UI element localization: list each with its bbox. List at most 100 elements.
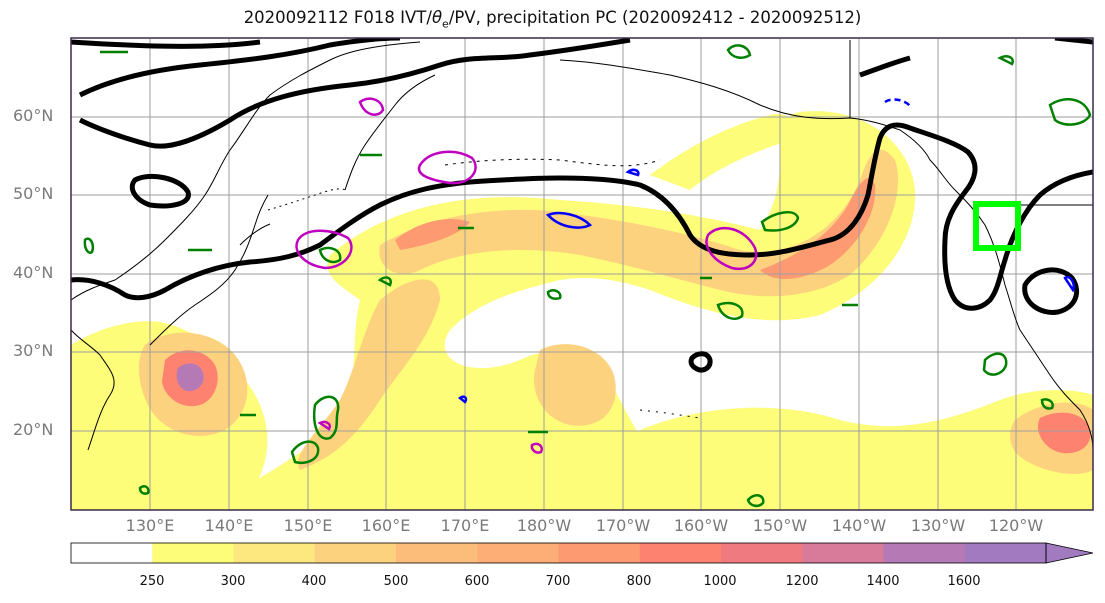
lon-label: 130°E — [125, 516, 175, 535]
lat-label: 50°N — [13, 184, 54, 203]
pv-blob-3 — [760, 210, 800, 232]
magenta-blob-1 — [295, 229, 353, 270]
colorbar-cell — [639, 543, 722, 563]
pv-contours — [83, 44, 1092, 508]
lon-label: 120°W — [988, 516, 1044, 535]
colorbar-cell — [314, 543, 397, 563]
blue-blob-5 — [457, 395, 468, 404]
colorbar-frame — [70, 542, 1047, 564]
colorbar-cell — [71, 543, 153, 563]
contour-north-loop — [71, 38, 631, 149]
colorbar-extend-arrow — [1045, 542, 1094, 564]
blue-blob-1 — [545, 211, 593, 229]
lon-label: 160°W — [673, 516, 729, 535]
pv-blob-15 — [318, 246, 342, 264]
lon-label: 150°W — [752, 516, 808, 535]
lat-label: 40°N — [13, 263, 54, 282]
figure-title: 2020092112 F018 IVT/θe/PV, precipitation… — [0, 8, 1105, 30]
lon-label: 140°W — [831, 516, 887, 535]
title-theta: θ — [431, 8, 443, 27]
pv-blob-8 — [1040, 398, 1054, 410]
coastlines — [71, 40, 1093, 451]
ivt-peak-east-hurricane — [1037, 412, 1091, 454]
ivt-core-main — [379, 149, 898, 297]
pv-blob-2 — [290, 440, 320, 465]
contour-small-loop-west — [129, 174, 191, 209]
magenta-blob-2 — [417, 150, 477, 185]
coast-japan — [149, 194, 271, 346]
colorbar-cells — [71, 543, 1047, 563]
colorbar-tick-label: 700 — [545, 574, 571, 589]
ivt-peak-kuroshio — [395, 219, 470, 250]
lat-label: 20°N — [13, 420, 54, 439]
coast-asia — [71, 41, 421, 451]
ivt-core-central — [534, 344, 616, 426]
contour-small-loop-mid — [688, 351, 713, 373]
lon-label: 160°E — [361, 516, 411, 535]
ivt-core-southern-arm — [298, 279, 440, 470]
coast-alaska — [559, 59, 956, 191]
colorbar-tick-label: 400 — [301, 574, 327, 589]
coast-north-america — [954, 189, 1093, 451]
pv-blob-5 — [1048, 98, 1092, 126]
title-prefix: 2020092112 F018 IVT/ — [243, 8, 432, 27]
colorbar-tick-label: 250 — [139, 574, 165, 589]
colorbar-cell — [152, 543, 234, 563]
colorbar-cell — [964, 543, 1047, 563]
colorbar-tick-label: 1200 — [785, 574, 819, 589]
pv-blob-1 — [313, 395, 340, 440]
title-suffix: /PV, precipitation PC (2020092412 - 2020… — [448, 8, 862, 27]
pv-blob-9 — [83, 237, 95, 254]
ivt-peak-typhoon-center — [176, 363, 204, 392]
theta-e-contours — [295, 97, 758, 454]
lat-label: 30°N — [13, 341, 54, 360]
lon-label: 170°E — [440, 516, 490, 535]
pv-blob-11 — [377, 276, 392, 287]
colorbar-cell — [558, 543, 641, 563]
pv-blob-13 — [138, 485, 150, 495]
target-region-box — [973, 201, 1021, 251]
colorbar-cell — [396, 543, 478, 563]
colorbar-cell — [802, 543, 884, 563]
graticule — [71, 38, 1093, 510]
colorbar-cell — [233, 543, 316, 563]
lat-label: 60°N — [13, 106, 54, 125]
ivt-band-alaska-upper — [650, 114, 794, 190]
map-frame — [70, 37, 1094, 511]
coast-kuril — [267, 188, 346, 211]
colorbar-tick-label: 600 — [464, 574, 490, 589]
blue-contours — [457, 98, 1075, 404]
lon-label: 140°E — [204, 516, 254, 535]
colorbar-tick-label: 1000 — [703, 574, 737, 589]
ivt-thick-contours — [71, 38, 1093, 373]
pv-blob-7 — [746, 494, 765, 508]
pv-blob-4 — [982, 352, 1008, 376]
pv-blob-6 — [716, 301, 744, 320]
lon-label: 150°E — [283, 516, 333, 535]
ivt-band-hawaii — [600, 390, 1093, 510]
blue-blob-3 — [625, 168, 640, 177]
colorbar-tick-label: 800 — [626, 574, 652, 589]
map-layers — [71, 38, 1093, 510]
coast-kamchatka — [344, 74, 436, 191]
coast-aleutians — [444, 158, 661, 167]
lon-label: 130°W — [910, 516, 966, 535]
pv-blob-14 — [997, 55, 1014, 66]
contour-small-loop-east — [1022, 267, 1079, 315]
magenta-blob-4 — [358, 97, 385, 116]
colorbar-cell — [883, 543, 966, 563]
magenta-blob-3 — [705, 226, 758, 271]
colorbar-cell — [477, 543, 559, 563]
colorbar-tick-label: 1600 — [947, 574, 981, 589]
lon-label: 180°W — [516, 516, 572, 535]
pv-dash-1 — [100, 50, 858, 434]
lon-label: 170°W — [595, 516, 651, 535]
blue-blob-4 — [1063, 275, 1075, 293]
magenta-blob-6 — [317, 420, 331, 431]
colorbar-tick-label: 1400 — [866, 574, 900, 589]
title-theta-sub: e — [442, 17, 449, 31]
contour-main-west — [71, 122, 1093, 311]
colorbar-cell — [721, 543, 803, 563]
colorbar — [70, 542, 1094, 564]
